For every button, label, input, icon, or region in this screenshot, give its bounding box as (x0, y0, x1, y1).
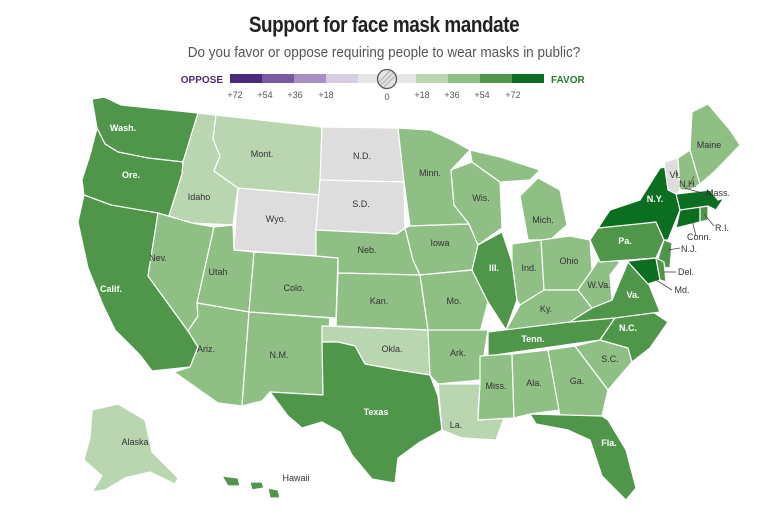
state-label: Hawaii (282, 473, 309, 483)
state-label: Vt. (669, 170, 680, 180)
state-mo[interactable] (419, 269, 489, 333)
state-label: Wis. (472, 193, 490, 203)
state-label: Ga. (570, 376, 585, 386)
state-label: Wash. (110, 123, 136, 133)
state-label: Maine (697, 140, 722, 150)
state-md[interactable] (619, 257, 661, 285)
state-label: Fla. (601, 438, 617, 448)
legend-swatch-favor3 (480, 74, 512, 83)
state-wv[interactable] (577, 254, 621, 309)
legend-tick: +72 (227, 90, 242, 100)
state-label: Mont. (251, 149, 274, 159)
state-label: Utah (208, 267, 227, 277)
legend-tick: +54 (257, 90, 272, 100)
state-label: Kan. (370, 296, 389, 306)
state-label: N.J. (681, 244, 697, 254)
map-title: Support for face mask mandate (248, 12, 520, 37)
state-ar[interactable] (427, 329, 489, 385)
state-ms[interactable] (477, 353, 515, 421)
state-label: Tenn. (521, 334, 544, 344)
states-layer (77, 96, 741, 501)
legend-favor-label: FAVOR (551, 75, 585, 86)
legend-tick: +36 (287, 90, 302, 100)
legend-tick: +54 (474, 90, 489, 100)
state-label: Idaho (188, 192, 211, 202)
state-label: Miss. (486, 381, 507, 391)
state-label: Minn. (419, 168, 441, 178)
legend-tick: 0 (384, 92, 389, 102)
legend-swatch-favor1 (416, 74, 448, 83)
state-label: S.C. (601, 354, 619, 364)
state-vt[interactable] (663, 157, 681, 195)
state-label: Ariz. (197, 344, 215, 354)
state-mi-upper[interactable] (469, 149, 541, 183)
legend-swatch-oppose4 (230, 74, 262, 83)
state-label: Ala. (526, 378, 542, 388)
state-label: Va. (626, 290, 639, 300)
state-label: N.M. (270, 350, 289, 360)
legend-swatch-oppose3 (262, 74, 294, 83)
state-label: Ark. (450, 348, 466, 358)
legend-oppose-label: OPPOSE (181, 75, 224, 86)
state-label: Pa. (618, 236, 632, 246)
legend-tick: +72 (505, 90, 520, 100)
state-nh[interactable] (677, 149, 701, 191)
legend: OPPOSE FAVOR +72 +54 +36 +18 0 +18 +36 +… (181, 68, 585, 102)
state-tx[interactable] (269, 341, 443, 484)
legend-swatch-neutral-right (388, 74, 416, 83)
state-label: Ore. (122, 170, 140, 180)
state-label: Alaska (121, 437, 148, 447)
state-label: Colo. (283, 283, 304, 293)
state-ak[interactable] (83, 403, 179, 493)
state-de[interactable] (655, 257, 667, 283)
state-label: N.D. (353, 151, 371, 161)
legend-swatch-neutral-left (358, 74, 386, 83)
state-label: Iowa (430, 238, 449, 248)
legend-swatch-oppose2 (294, 74, 326, 83)
state-label: R.I. (715, 223, 729, 233)
state-label: La. (450, 420, 463, 430)
state-label: Texas (364, 407, 389, 417)
state-label: Mass. (706, 188, 730, 198)
legend-tick: +18 (414, 90, 429, 100)
state-label: Ill. (489, 263, 499, 273)
legend-swatch-favor4 (512, 74, 544, 83)
state-me[interactable] (689, 103, 741, 185)
state-label: Okla. (381, 344, 402, 354)
legend-tick: +36 (444, 90, 459, 100)
state-mi[interactable] (519, 177, 568, 241)
state-label: Ohio (559, 256, 578, 266)
legend-swatch-favor2 (448, 74, 480, 83)
state-hi[interactable] (221, 475, 281, 499)
map-subtitle: Do you favor or oppose requiring people … (187, 44, 581, 61)
state-label: Ind. (521, 263, 536, 273)
state-ma[interactable] (675, 189, 725, 211)
state-label: W.Va. (587, 280, 610, 290)
state-il[interactable] (471, 231, 518, 331)
state-label: Conn. (687, 232, 711, 242)
state-label: Nev. (149, 253, 167, 263)
legend-neutral-icon (376, 68, 398, 90)
state-al[interactable] (511, 349, 561, 419)
legend-swatch-oppose1 (326, 74, 358, 83)
state-label: Mo. (446, 296, 461, 306)
state-ga[interactable] (547, 345, 609, 417)
state-label: N.Y. (647, 194, 664, 204)
state-label: S.D. (352, 199, 370, 209)
label-leader-lines (655, 169, 715, 291)
state-label: Mich. (532, 215, 554, 225)
state-ia[interactable] (404, 223, 479, 276)
state-label: Wyo. (266, 214, 286, 224)
state-label: N.C. (619, 323, 637, 333)
state-label: Neb. (357, 245, 376, 255)
state-label: Calif. (100, 284, 122, 294)
state-labels: Wash. Ore. Calif. Idaho Nev. Mont. Wyo. … (100, 123, 730, 483)
state-fl[interactable] (529, 413, 637, 501)
legend-tick: +18 (318, 90, 333, 100)
state-label: Del. (678, 267, 694, 277)
state-label: Md. (674, 285, 689, 295)
state-label: N.H. (679, 179, 697, 189)
state-label: Ky. (540, 304, 552, 314)
